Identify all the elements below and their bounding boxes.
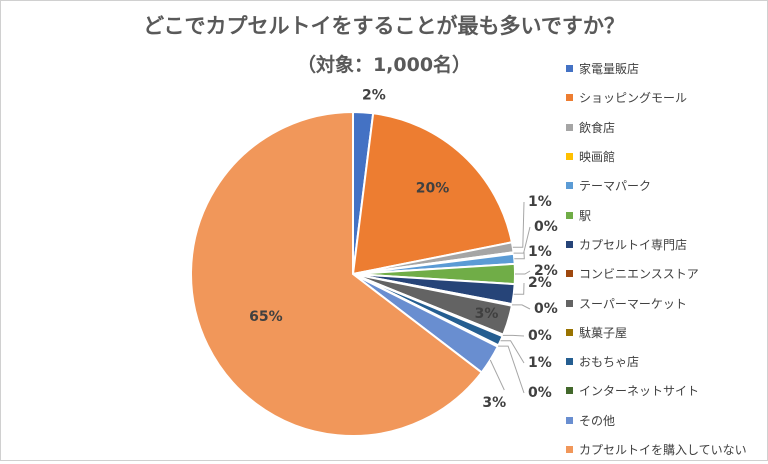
leader-line bbox=[515, 270, 531, 275]
data-label: 3% bbox=[482, 395, 506, 411]
legend-swatch bbox=[566, 240, 573, 248]
legend-item: インターネットサイト bbox=[566, 376, 766, 405]
leader-line bbox=[514, 251, 525, 260]
legend-label: 駄菓子屋 bbox=[579, 325, 628, 340]
legend-item: 飲食店 bbox=[566, 113, 766, 142]
legend-label: その他 bbox=[579, 413, 616, 428]
data-label: 65% bbox=[249, 309, 283, 325]
legend-swatch bbox=[566, 299, 573, 307]
legend-swatch bbox=[566, 182, 573, 190]
data-label: 20% bbox=[416, 181, 450, 197]
data-label: 1% bbox=[528, 355, 552, 371]
legend-label: 駅 bbox=[579, 208, 592, 223]
legend-item: カプセルトイを購入していない bbox=[566, 435, 766, 464]
legend-label: 飲食店 bbox=[579, 120, 616, 135]
legend: 家電量販店ショッピングモール 飲食店映画館テーマパーク駅カプセルトイ専門店 コンビニ… bbox=[566, 54, 766, 464]
legend-item: ショッピングモール bbox=[566, 83, 766, 112]
legend-item: 駄菓子屋 bbox=[566, 318, 766, 347]
chart-subtitle: （対象：1,000名） bbox=[296, 54, 472, 76]
legend-item: その他 bbox=[566, 406, 766, 435]
leader-line bbox=[512, 304, 531, 310]
leader-line bbox=[489, 359, 505, 391]
legend-swatch bbox=[566, 358, 573, 366]
legend-item: 家電量販店 bbox=[566, 54, 766, 83]
legend-label: 映画館 bbox=[579, 150, 616, 165]
leader-line bbox=[502, 334, 525, 337]
data-label: 1% bbox=[528, 194, 552, 210]
legend-item: カプセルトイ専門店 bbox=[566, 230, 766, 259]
legend-label: おもちゃ店 bbox=[579, 355, 640, 370]
legend-item: 駅 bbox=[566, 200, 766, 229]
pie-slice bbox=[351, 112, 514, 276]
legend-swatch bbox=[566, 153, 573, 161]
chart-title: どこでカプセルトイをすることが最も多いですか？ bbox=[143, 14, 625, 38]
legend-swatch bbox=[566, 416, 573, 424]
leader-line bbox=[512, 201, 525, 248]
legend-label: カプセルトイを購入していない bbox=[579, 443, 747, 457]
legend-swatch bbox=[566, 211, 573, 219]
legend-swatch bbox=[566, 387, 573, 395]
legend-label: スーパーマーケット bbox=[579, 296, 687, 311]
legend-label: コンビニエンスストア bbox=[579, 267, 699, 282]
data-label: 3% bbox=[475, 306, 499, 322]
legend-label: 家電量販店 bbox=[579, 62, 640, 77]
legend-swatch bbox=[566, 94, 573, 102]
legend-swatch bbox=[566, 123, 573, 131]
data-label: 2% bbox=[528, 275, 552, 291]
legend-swatch bbox=[566, 65, 573, 73]
leader-line bbox=[498, 345, 525, 394]
legend-item: おもちゃ店 bbox=[566, 347, 766, 376]
leader-line bbox=[513, 282, 525, 295]
legend-swatch bbox=[566, 328, 573, 336]
legend-label: インターネットサイト bbox=[579, 384, 700, 399]
legend-label: ショッピングモール bbox=[579, 91, 688, 106]
legend-label: カプセルトイ専門店 bbox=[579, 237, 688, 252]
data-label: 0% bbox=[528, 328, 552, 344]
data-label: 1% bbox=[528, 244, 552, 260]
legend-swatch bbox=[566, 270, 573, 278]
legend-item: テーマパーク bbox=[566, 171, 766, 200]
leader-line bbox=[500, 340, 525, 364]
data-label: 2% bbox=[362, 87, 386, 103]
legend-item: コンビニエンスストア bbox=[566, 259, 766, 288]
legend-item: 映画館 bbox=[566, 142, 766, 171]
data-label: 0% bbox=[534, 301, 558, 317]
data-label: 0% bbox=[534, 219, 558, 235]
legend-label: テーマパーク bbox=[579, 179, 652, 194]
data-label: 2% bbox=[534, 263, 558, 279]
pie-slice bbox=[189, 110, 484, 437]
data-label: 0% bbox=[528, 385, 552, 401]
legend-item: スーパーマーケット bbox=[566, 288, 766, 317]
legend-swatch bbox=[566, 446, 573, 453]
